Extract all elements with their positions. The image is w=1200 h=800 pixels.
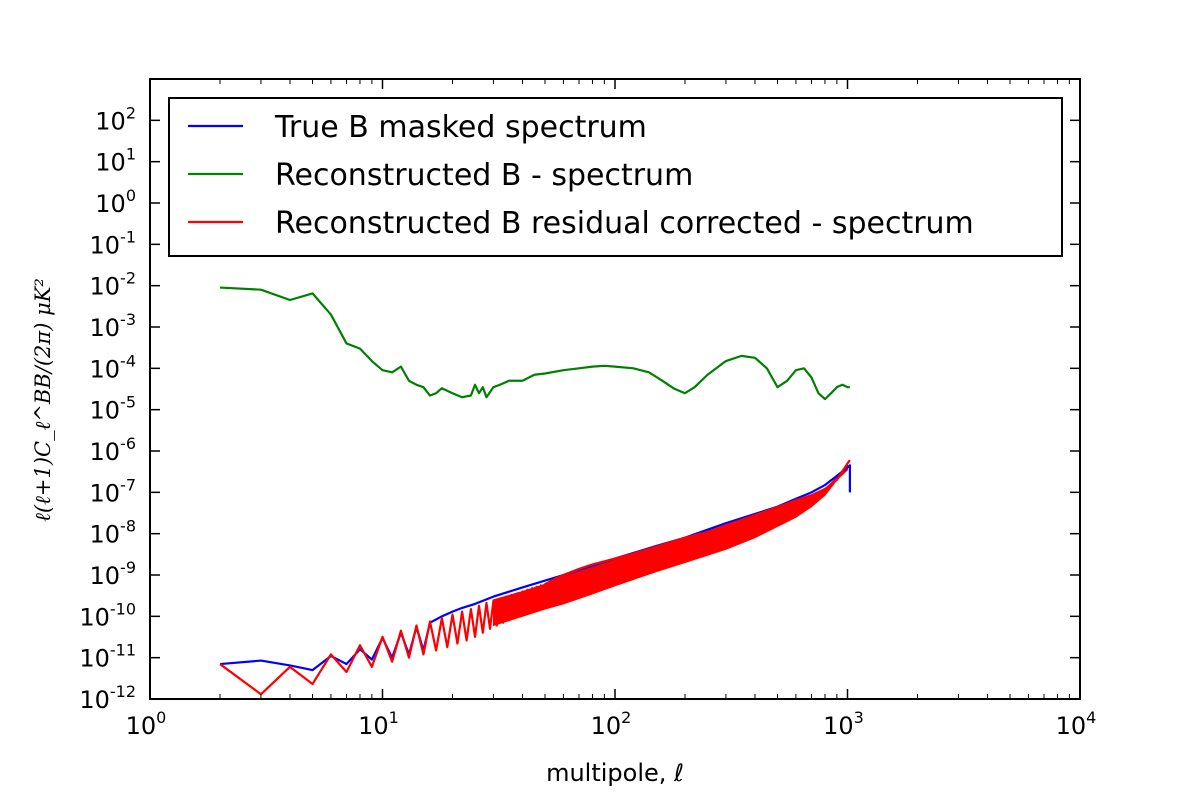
series-line-2 bbox=[219, 286, 850, 401]
legend-entries: True B masked spectrum Reconstructed B - … bbox=[188, 110, 974, 241]
x-tick-label: 100 bbox=[126, 708, 167, 740]
series-layer bbox=[219, 286, 851, 696]
legend-box bbox=[168, 97, 1063, 257]
legend-label: Reconstructed B - spectrum bbox=[275, 158, 693, 193]
legend-label: Reconstructed B residual corrected - spe… bbox=[275, 206, 974, 241]
tick-layer bbox=[149, 78, 1081, 700]
x-tick-label: 102 bbox=[591, 708, 632, 740]
y-tick-label: 10-10 bbox=[79, 599, 136, 631]
y-tick-labels: 10-12 10-11 10-10 10-9 10-8 10-7 10-6 10-5 10-4 1… bbox=[79, 103, 136, 714]
y-tick-label: 10-1 bbox=[90, 227, 137, 259]
x-axis-label: multipole, ℓ bbox=[546, 759, 684, 787]
y-tick-label: 102 bbox=[95, 103, 136, 135]
legend-label: True B masked spectrum bbox=[274, 110, 647, 145]
x-tick-label: 104 bbox=[1056, 708, 1097, 740]
x-tick-label: 103 bbox=[823, 708, 864, 740]
y-tick-label: 10-12 bbox=[79, 682, 136, 714]
y-tick-label: 10-7 bbox=[90, 475, 137, 507]
y-axis-label: ℓ(ℓ+1)C_ℓ^BB/(2π) μK² bbox=[31, 278, 55, 522]
y-tick-label: 10-4 bbox=[90, 351, 137, 383]
y-tick-label: 101 bbox=[95, 145, 136, 177]
y-tick-label: 10-3 bbox=[90, 310, 137, 342]
y-tick-label: 100 bbox=[95, 186, 136, 218]
y-tick-label: 10-9 bbox=[90, 558, 137, 590]
y-tick-label: 10-11 bbox=[79, 641, 136, 673]
y-tick-label: 10-6 bbox=[90, 434, 137, 466]
series-line-3 bbox=[219, 459, 851, 696]
x-tick-labels: 100 101 102 103 104 bbox=[126, 708, 1097, 740]
y-tick-label: 10-5 bbox=[90, 393, 137, 425]
y-tick-label: 10-8 bbox=[90, 517, 137, 549]
x-tick-label: 101 bbox=[358, 708, 399, 740]
y-tick-label: 10-2 bbox=[90, 269, 137, 301]
legend: True B masked spectrum Reconstructed B - … bbox=[168, 97, 1063, 257]
